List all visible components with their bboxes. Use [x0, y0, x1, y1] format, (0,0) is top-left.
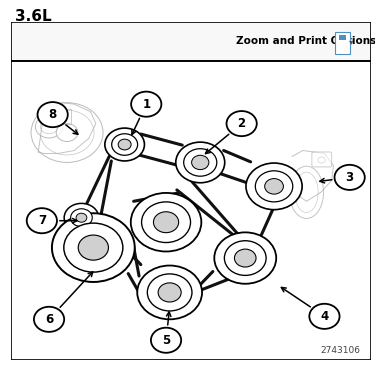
Text: 3: 3 [346, 171, 354, 184]
Circle shape [38, 102, 68, 127]
Bar [11, 22, 371, 61]
Circle shape [137, 266, 202, 319]
Circle shape [64, 203, 99, 232]
Text: 6: 6 [45, 313, 53, 326]
Circle shape [40, 110, 94, 155]
Text: Zoom and Print Options: Zoom and Print Options [236, 36, 375, 47]
Circle shape [52, 110, 63, 119]
Circle shape [309, 304, 340, 329]
Circle shape [118, 139, 131, 150]
Circle shape [27, 208, 57, 233]
Circle shape [224, 241, 266, 275]
Ellipse shape [290, 166, 324, 218]
Text: 7: 7 [38, 214, 46, 227]
Text: 4: 4 [320, 310, 328, 323]
Ellipse shape [295, 172, 318, 212]
Circle shape [147, 274, 192, 311]
Circle shape [246, 163, 302, 210]
Circle shape [76, 213, 87, 222]
Text: 2: 2 [238, 117, 246, 130]
Circle shape [255, 171, 293, 202]
Circle shape [151, 328, 181, 353]
Circle shape [40, 119, 58, 134]
Bar [339, 35, 346, 40]
Circle shape [131, 92, 161, 117]
Circle shape [131, 193, 201, 251]
Circle shape [34, 307, 64, 332]
Circle shape [192, 155, 209, 170]
Circle shape [176, 142, 225, 183]
Circle shape [318, 157, 325, 163]
Circle shape [265, 179, 284, 194]
Circle shape [35, 115, 63, 138]
Circle shape [70, 209, 92, 227]
Circle shape [56, 124, 78, 142]
Circle shape [184, 149, 217, 176]
FancyBboxPatch shape [11, 22, 371, 360]
Circle shape [214, 232, 276, 284]
Text: 2743106: 2743106 [321, 346, 360, 355]
FancyBboxPatch shape [312, 152, 332, 167]
Circle shape [153, 212, 178, 233]
Circle shape [334, 165, 365, 190]
Circle shape [31, 103, 103, 163]
Circle shape [142, 202, 190, 243]
Circle shape [158, 283, 181, 302]
Circle shape [78, 235, 108, 260]
Circle shape [226, 111, 257, 136]
Circle shape [64, 223, 123, 272]
FancyBboxPatch shape [335, 32, 350, 54]
Text: 3.6L: 3.6L [15, 9, 52, 24]
Circle shape [105, 128, 144, 161]
Circle shape [234, 249, 256, 267]
Text: 8: 8 [48, 108, 57, 121]
Circle shape [112, 134, 138, 155]
Text: 1: 1 [142, 98, 150, 111]
Circle shape [52, 213, 135, 282]
Text: 5: 5 [162, 334, 170, 347]
Text: ▾: ▾ [350, 37, 354, 46]
